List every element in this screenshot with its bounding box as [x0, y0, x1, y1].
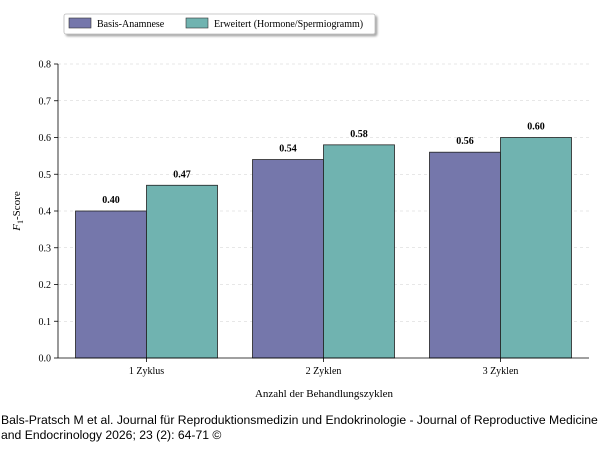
- legend-swatch-erweitert: [185, 17, 209, 29]
- y-tick-label: 0.4: [39, 207, 52, 218]
- y-tick-label: 0.6: [39, 133, 52, 144]
- legend-label-erweitert: Erweitert (Hormone/Spermiogramm): [214, 19, 363, 30]
- y-tick-label: 0.0: [39, 354, 52, 365]
- legend-swatch-basis: [68, 17, 92, 29]
- bar-basis: [75, 210, 147, 359]
- y-tick-label: 0.5: [39, 170, 52, 181]
- y-axis-label-sub: 1: [16, 220, 25, 224]
- y-axis-label-rest: -Score: [11, 191, 23, 220]
- legend-box: [63, 13, 376, 35]
- y-tick-label: 0.8: [39, 60, 52, 71]
- bar-erweitert: [146, 184, 218, 359]
- bar-basis: [429, 151, 501, 359]
- data-label: 0.40: [102, 195, 120, 206]
- data-label: 0.60: [527, 122, 545, 133]
- bar-erweitert: [323, 144, 395, 359]
- data-label: 0.58: [350, 129, 368, 140]
- bar-basis: [252, 159, 324, 359]
- legend-label-basis: Basis-Anamnese: [97, 19, 165, 30]
- bar-chart: 0.0 0.1 0.2 0.3 0.4 0.5 0.6 0.7 0.8 1 Zyklus 2 Zy…: [11, 13, 589, 400]
- bars: [75, 137, 572, 359]
- y-axis-label: F1-Score: [11, 191, 25, 232]
- x-tick-label: 3 Zyklen: [483, 366, 519, 377]
- figure-caption: Bals-Pratsch M et al. Journal für Reprod…: [1, 413, 598, 442]
- y-tick-label: 0.3: [39, 243, 52, 254]
- bar-erweitert: [500, 137, 572, 359]
- x-tick-label: 1 Zyklus: [129, 366, 164, 377]
- data-label: 0.56: [456, 136, 474, 147]
- y-tick-label: 0.1: [39, 317, 52, 328]
- data-label: 0.54: [279, 144, 297, 155]
- x-axis-label: Anzahl der Behandlungszyklen: [255, 388, 394, 400]
- x-ticks: 1 Zyklus 2 Zyklen 3 Zyklen: [129, 358, 519, 377]
- y-axis-label-main: F: [11, 224, 23, 232]
- legend: Basis-Anamnese Erweitert (Hormone/Spermi…: [63, 13, 376, 35]
- y-tick-label: 0.2: [39, 280, 52, 291]
- data-labels: 0.40 0.47 0.54 0.58 0.56 0.60: [102, 122, 545, 207]
- y-ticks: 0.0 0.1 0.2 0.3 0.4 0.5 0.6 0.7 0.8: [39, 60, 58, 365]
- x-tick-label: 2 Zyklen: [306, 366, 342, 377]
- y-tick-label: 0.7: [39, 96, 52, 107]
- data-label: 0.47: [173, 169, 191, 180]
